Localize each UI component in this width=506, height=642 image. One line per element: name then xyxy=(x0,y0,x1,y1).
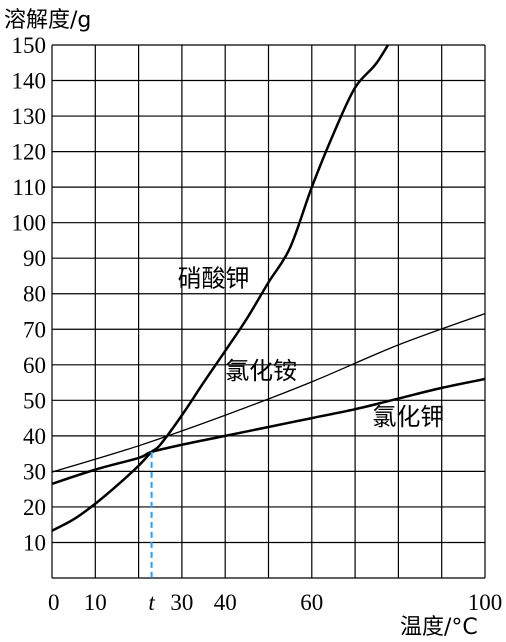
y-tick-label: 80 xyxy=(23,282,46,307)
y-tick-label: 140 xyxy=(12,69,47,94)
y-tick-label: 90 xyxy=(23,246,46,271)
y-tick-label: 70 xyxy=(23,317,46,342)
x-tick-label: t xyxy=(148,590,155,615)
x-tick-label: 60 xyxy=(300,590,323,615)
x-axis-label: 温度/°C xyxy=(400,615,478,640)
x-tick-label: 0 xyxy=(48,590,60,615)
plot-marks xyxy=(52,45,485,578)
curve-label: 硝酸钾 xyxy=(178,265,250,293)
y-tick-label: 10 xyxy=(23,530,46,555)
series-line xyxy=(52,377,485,486)
x-tick-labels: 0 10 t 30 40 60 100 xyxy=(48,590,502,615)
y-axis-label: 溶解度/g xyxy=(4,8,91,33)
curve-label: 氯化铵 xyxy=(225,357,297,385)
x-tick-label: 100 xyxy=(468,590,503,615)
curve-label: 氯化钾 xyxy=(372,403,444,431)
y-tick-label: 40 xyxy=(23,424,46,449)
y-tick-label: 20 xyxy=(23,495,46,520)
y-tick-label: 130 xyxy=(12,104,47,129)
x-tick-label: 40 xyxy=(214,590,237,615)
y-tick-label: 120 xyxy=(12,140,47,165)
y-tick-labels: 10 20 30 40 50 60 70 80 90 100 110 120 130 140 150 xyxy=(12,33,47,555)
y-tick-label: 30 xyxy=(23,459,46,484)
y-tick-label: 150 xyxy=(12,33,47,58)
x-tick-label: 30 xyxy=(170,590,193,615)
y-tick-label: 50 xyxy=(23,388,46,413)
y-tick-label: 100 xyxy=(12,211,47,236)
series-line xyxy=(52,45,390,532)
y-tick-label: 110 xyxy=(12,175,46,200)
grid xyxy=(51,44,486,579)
x-tick-label: 10 xyxy=(84,590,107,615)
y-tick-label: 60 xyxy=(23,353,46,378)
series-line xyxy=(52,312,485,473)
